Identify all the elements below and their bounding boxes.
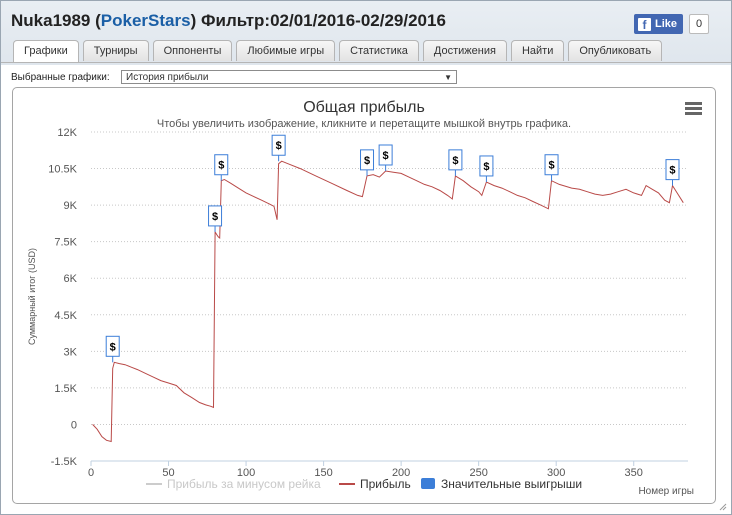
tab-charts[interactable]: Графики: [13, 40, 79, 62]
big-win-marker[interactable]: $: [105, 335, 120, 363]
marker-label: $: [110, 341, 116, 353]
y-tick-label: 9K: [64, 200, 78, 212]
x-axis-title: Номер игры: [638, 486, 694, 497]
page-title: Nuka1989 (PokerStars) Фильтр:02/01/2016-…: [11, 11, 446, 31]
legend-item: Прибыль: [360, 477, 411, 491]
tab-statistics[interactable]: Статистика: [339, 40, 419, 61]
tab-favorite-games[interactable]: Любимые игры: [236, 40, 336, 61]
menu-bar: [685, 112, 702, 115]
big-win-marker[interactable]: $: [479, 155, 494, 182]
big-win-marker[interactable]: $: [378, 144, 393, 171]
chart-selector-dropdown[interactable]: История прибыли ▼: [121, 70, 457, 84]
resize-grip-icon[interactable]: [719, 503, 727, 511]
facebook-like-button[interactable]: f Like: [634, 14, 684, 34]
marker-label: $: [383, 150, 389, 162]
x-tick-label: 100: [237, 467, 255, 479]
facebook-icon: f: [638, 17, 651, 32]
y-axis-title: Суммарный итог (USD): [27, 248, 37, 345]
menu-bar: [685, 102, 702, 105]
legend-item: Значительные выигрыши: [441, 477, 582, 491]
marker-box: [214, 154, 229, 176]
profit-chart[interactable]: Общая прибыль Чтобы увеличить изображение…: [13, 88, 715, 503]
like-count: 0: [689, 14, 710, 34]
big-win-marker[interactable]: $: [665, 159, 680, 186]
big-win-marker[interactable]: $: [360, 149, 375, 176]
y-tick-label: 3K: [64, 346, 78, 358]
marker-box: [665, 159, 680, 181]
player-name: Nuka1989: [11, 11, 91, 30]
facebook-like-widget: f Like 0: [634, 14, 710, 34]
marker-box: [378, 144, 393, 166]
marker-label: $: [212, 211, 218, 223]
chart-subtitle: Чтобы увеличить изображение, кликните и …: [157, 118, 571, 130]
marker-label: $: [364, 155, 370, 167]
tab-bar: Графики Турниры Оппоненты Любимые игры С…: [13, 40, 666, 62]
marker-label: $: [276, 140, 282, 152]
tab-tournaments[interactable]: Турниры: [82, 40, 149, 61]
tab-find[interactable]: Найти: [510, 40, 565, 61]
paren-open: (: [95, 11, 101, 30]
y-tick-label: 10.5K: [48, 164, 77, 176]
x-tick-label: 200: [392, 467, 410, 479]
big-win-marker[interactable]: $: [208, 205, 223, 232]
marker-box: [271, 134, 286, 156]
y-tick-label: -1.5K: [51, 456, 78, 468]
y-tick-label: 1.5K: [54, 383, 77, 395]
x-tick-label: 150: [314, 467, 332, 479]
marker-box: [544, 154, 559, 176]
chart-container[interactable]: Общая прибыль Чтобы увеличить изображение…: [12, 87, 716, 504]
date-range: 02/01/2016-02/29/2016: [270, 11, 446, 30]
hamburger-menu-icon[interactable]: [685, 102, 702, 115]
profit-series-line: [92, 160, 684, 443]
legend-swatch: [421, 478, 435, 489]
legend-item: Прибыль за минусом рейка: [167, 477, 321, 491]
dropdown-arrow-icon: ▼: [444, 73, 452, 82]
tab-achievements[interactable]: Достижения: [422, 40, 507, 61]
y-tick-label: 7.5K: [54, 237, 77, 249]
menu-bar: [685, 107, 702, 110]
x-tick-label: 350: [625, 467, 643, 479]
y-tick-label: 4.5K: [54, 310, 77, 322]
y-tick-label: 12K: [57, 127, 77, 139]
x-tick-label: 250: [469, 467, 487, 479]
marker-label: $: [218, 160, 224, 172]
marker-box: [105, 335, 120, 357]
filter-label: Фильтр:: [200, 11, 271, 30]
marker-box: [208, 205, 223, 227]
big-win-marker[interactable]: $: [214, 154, 229, 181]
like-label: Like: [655, 18, 678, 30]
x-tick-label: 0: [88, 467, 94, 479]
marker-label: $: [483, 161, 489, 173]
chart-selector-label: Выбранные графики:: [11, 72, 110, 83]
marker-box: [479, 155, 494, 177]
y-tick-label: 6K: [64, 273, 78, 285]
big-win-marker[interactable]: $: [448, 149, 463, 176]
big-win-marker[interactable]: $: [271, 134, 286, 162]
marker-box: [360, 149, 375, 171]
x-tick-label: 300: [547, 467, 565, 479]
y-tick-label: 0: [71, 419, 77, 431]
x-tick-label: 50: [162, 467, 174, 479]
header-bar: Nuka1989 (PokerStars) Фильтр:02/01/2016-…: [1, 1, 731, 65]
chart-title: Общая прибыль: [303, 99, 425, 116]
marker-box: [448, 149, 463, 171]
tab-publish[interactable]: Опубликовать: [568, 40, 663, 61]
tab-divider: [1, 62, 731, 63]
tab-opponents[interactable]: Оппоненты: [152, 40, 233, 61]
chart-selector-value: История прибыли: [126, 72, 209, 83]
marker-label: $: [548, 160, 554, 172]
paren-close: ): [190, 11, 197, 30]
marker-label: $: [669, 165, 675, 177]
big-win-marker[interactable]: $: [544, 154, 559, 181]
marker-label: $: [452, 155, 458, 167]
site-name[interactable]: PokerStars: [100, 11, 191, 30]
